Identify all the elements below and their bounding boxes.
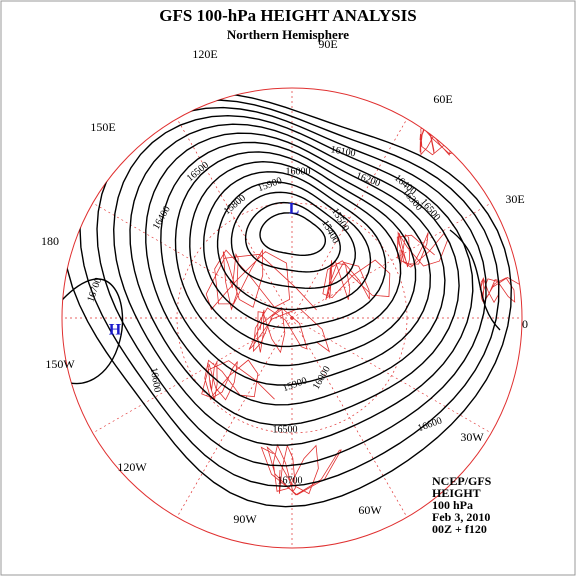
info-line: 00Z + f120: [432, 522, 487, 536]
contour: [145, 132, 446, 406]
contour: [79, 99, 500, 488]
info-line: 100 hPa: [432, 498, 473, 512]
contour: [129, 123, 460, 426]
contour-label: 16600: [148, 367, 163, 394]
meridian-label: 90W: [233, 512, 257, 526]
contour: [96, 106, 487, 467]
info-line: NCEP/GFS: [432, 474, 492, 488]
contour: [174, 151, 417, 367]
contour: [62, 278, 124, 385]
contour: [189, 160, 402, 348]
contour: [160, 141, 432, 386]
contour-label: 16000: [286, 166, 311, 177]
info-line: Feb 3, 2010: [432, 510, 490, 524]
coastline: [260, 443, 342, 496]
contour-label: 16500: [273, 424, 298, 435]
meridian-label: 60W: [358, 503, 382, 517]
pressure-center: L: [289, 201, 300, 218]
pressure-center: H: [109, 322, 122, 339]
meridian: [291, 317, 408, 518]
meridian: [291, 202, 492, 319]
meridian-label: 120W: [117, 460, 147, 474]
info-line: HEIGHT: [432, 486, 481, 500]
meridian-label: 0: [522, 317, 528, 331]
title: GFS 100-hPa HEIGHT ANALYSIS: [159, 6, 416, 25]
meridian-label: 120E: [192, 47, 217, 61]
contour-label: 16700: [278, 475, 303, 486]
meridian: [176, 118, 293, 319]
subtitle: Northern Hemisphere: [227, 27, 349, 42]
meridian-label: 150W: [45, 357, 75, 371]
meridian: [176, 317, 293, 518]
coastline: [201, 359, 275, 401]
meridian-label: 90E: [318, 37, 337, 51]
contour: [259, 212, 326, 256]
contour: [216, 181, 372, 311]
meridian-label: 180: [41, 234, 59, 248]
contour: [112, 114, 474, 446]
meridian: [92, 317, 293, 434]
contour: [449, 229, 501, 331]
meridian: [291, 317, 492, 434]
contour: [244, 201, 341, 273]
contours: [62, 92, 512, 508]
contour: [202, 171, 387, 329]
coastline: [322, 259, 391, 301]
meridian: [92, 202, 293, 319]
meridian-label: 30E: [505, 192, 524, 206]
contour-label: 16100: [330, 144, 357, 159]
meridian-label: 150E: [90, 120, 115, 134]
meridian-label: 60E: [433, 92, 452, 106]
map-edge: [61, 87, 523, 549]
contour: [62, 92, 512, 508]
meridian-label: 30W: [460, 430, 484, 444]
contour: [230, 191, 357, 290]
